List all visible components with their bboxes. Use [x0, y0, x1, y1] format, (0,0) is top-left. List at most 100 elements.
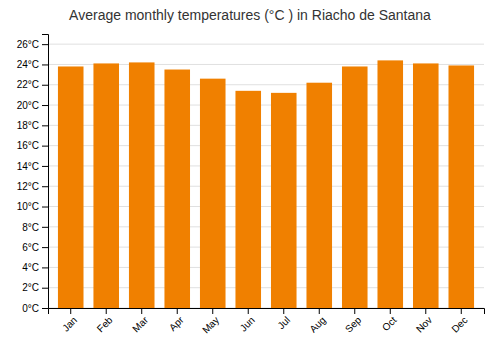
tick-mark: [42, 44, 48, 45]
tick-label: 4°C: [22, 262, 39, 273]
bar: [235, 91, 261, 308]
tick-label: 12°C: [17, 181, 39, 192]
tick: 8°C: [22, 222, 48, 233]
tick: Mar: [130, 308, 150, 334]
tick-label: 10°C: [17, 201, 39, 212]
tick: Jun: [238, 308, 257, 334]
tick-mark: [42, 288, 48, 289]
tick: 10°C: [17, 201, 48, 212]
tick: 22°C: [17, 79, 48, 90]
tick-mark: [212, 308, 213, 314]
tick: 4°C: [22, 262, 48, 273]
tick-label: Apr: [167, 314, 186, 333]
tick-mark: [354, 308, 355, 314]
tick-label: 18°C: [17, 120, 39, 131]
bar: [413, 63, 439, 308]
tick-mark: [42, 207, 48, 208]
tick-label: 8°C: [22, 222, 39, 233]
tick-mark: [42, 125, 48, 126]
tick-mark: [141, 308, 142, 314]
tick-label: 14°C: [17, 161, 39, 172]
chart: Average monthly temperatures (°C ) in Ri…: [0, 0, 500, 350]
tick-label: Sep: [343, 314, 364, 335]
tick-mark: [42, 146, 48, 147]
tick-label: 2°C: [22, 282, 39, 293]
tick-mark: [42, 85, 48, 86]
bar: [200, 79, 226, 308]
bar: [306, 83, 332, 308]
tick: 6°C: [22, 242, 48, 253]
tick: 0°C: [22, 303, 48, 314]
tick-label: 0°C: [22, 303, 39, 314]
tick-mark: [42, 64, 48, 65]
tick-label: 24°C: [17, 59, 39, 70]
tick-label: 20°C: [17, 100, 39, 111]
bar: [271, 93, 297, 308]
tick: 12°C: [17, 181, 48, 192]
tick-label: Jan: [60, 314, 79, 333]
y-axis: 0°C 2°C 4°C 6°C 8°C 10°C 12°C 14°C 16°C 18°C 20°C 2…: [17, 35, 49, 314]
tick-mark: [42, 308, 48, 309]
tick: Aug: [307, 308, 327, 335]
bar: [164, 70, 190, 308]
tick: 18°C: [17, 120, 48, 131]
tick-mark: [390, 308, 391, 314]
bar: [93, 63, 119, 308]
tick: 26°C: [17, 39, 48, 50]
tick-label: Jun: [238, 314, 257, 333]
tick: Apr: [167, 308, 186, 333]
tick-label: Oct: [380, 314, 399, 333]
tick-label: Mar: [130, 314, 150, 334]
axis-line: [49, 309, 485, 315]
tick-mark: [42, 166, 48, 167]
tick-label: Aug: [307, 314, 327, 334]
tick-mark: [42, 186, 48, 187]
tick-mark: [425, 308, 426, 314]
tick: Sep: [343, 308, 364, 335]
tick-mark: [70, 308, 71, 314]
grid-line: [48, 44, 484, 45]
bar: [58, 66, 84, 308]
tick: May: [200, 308, 221, 336]
tick-mark: [283, 308, 284, 314]
tick-label: Dec: [449, 314, 469, 334]
tick-label: 16°C: [17, 140, 39, 151]
tick-label: Jul: [275, 314, 292, 331]
tick: Oct: [380, 308, 399, 333]
tick-mark: [42, 105, 48, 106]
bars: [58, 60, 474, 308]
tick-mark: [177, 308, 178, 314]
tick: 24°C: [17, 59, 48, 70]
tick-mark: [106, 308, 107, 314]
tick-mark: [42, 267, 48, 268]
tick: 14°C: [17, 161, 48, 172]
tick: Jul: [275, 308, 292, 331]
tick-mark: [461, 308, 462, 314]
tick-mark: [319, 308, 320, 314]
bar: [448, 65, 474, 308]
bar: [377, 60, 403, 308]
tick-label: Feb: [95, 314, 115, 334]
tick: 2°C: [22, 282, 48, 293]
tick-label: 26°C: [17, 39, 39, 50]
tick-label: Nov: [414, 314, 434, 334]
tick: Jan: [60, 308, 79, 334]
title: Average monthly temperatures (°C ) in Ri…: [69, 7, 431, 23]
tick: Feb: [95, 308, 115, 334]
tick: 16°C: [17, 140, 48, 151]
grid: [48, 44, 484, 308]
tick: Dec: [449, 308, 469, 335]
tick: Nov: [414, 308, 434, 335]
tick-label: 6°C: [22, 242, 39, 253]
plot: 0°C 2°C 4°C 6°C 8°C 10°C 12°C 14°C 16°C 18°C 20°C 2…: [17, 35, 485, 336]
bar: [129, 62, 155, 308]
tick-label: May: [200, 314, 221, 335]
tick-mark: [248, 308, 249, 314]
axis-line: [42, 35, 49, 309]
tick: 20°C: [17, 100, 48, 111]
tick-mark: [42, 227, 48, 228]
bar: [342, 66, 368, 308]
x-axis: Jan Feb Mar Apr May Jun Jul Aug Sep Oct Nov Dec: [49, 308, 485, 336]
tick-label: 22°C: [17, 79, 39, 90]
tick-mark: [42, 247, 48, 248]
